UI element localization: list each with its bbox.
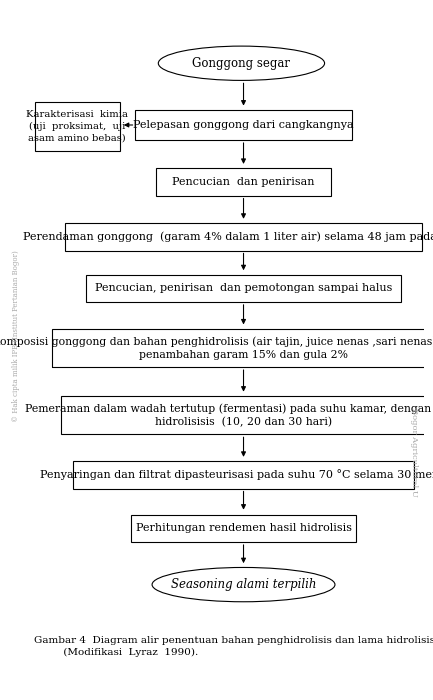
Text: Karakterisasi  kimia
(uji  proksimat,  uji
asam amino bebas): Karakterisasi kimia (uji proksimat, uji … xyxy=(26,110,128,143)
Text: Pencucian, penirisan  dan pemotongan sampai halus: Pencucian, penirisan dan pemotongan samp… xyxy=(95,284,392,293)
Text: Penyaringan dan filtrat dipasteurisasi pada suhu 70 °C selama 30 menit: Penyaringan dan filtrat dipasteurisasi p… xyxy=(40,470,433,480)
Text: Pelepasan gonggong dari cangkangnya: Pelepasan gonggong dari cangkangnya xyxy=(133,120,354,130)
Text: Pencucian  dan penirisan: Pencucian dan penirisan xyxy=(172,177,315,187)
Text: Gambar 4  Diagram alir penentuan bahan penghidrolisis dan lama hidrolisis
      : Gambar 4 Diagram alir penentuan bahan pe… xyxy=(34,636,433,657)
Text: Gonggong segar: Gonggong segar xyxy=(192,57,291,70)
Text: © Hak cipta milik IPB (Institut Pertanian Bogor): © Hak cipta milik IPB (Institut Pertania… xyxy=(12,251,20,422)
Text: Pemeraman dalam wadah tertutup (fermentasi) pada suhu kamar, dengan lama
hidroli: Pemeraman dalam wadah tertutup (fermenta… xyxy=(26,403,433,427)
Text: Perhitungan rendemen hasil hidrolisis: Perhitungan rendemen hasil hidrolisis xyxy=(136,524,352,533)
Text: Komposisi gonggong dan bahan penghidrolisis (air tajin, juice nenas ,sari nenas): Komposisi gonggong dan bahan penghidroli… xyxy=(0,336,433,360)
Text: Perendaman gonggong  (garam 4% dalam 1 liter air) selama 48 jam pada 4 °C: Perendaman gonggong (garam 4% dalam 1 li… xyxy=(23,232,433,242)
Text: Bogor Agricultural U: Bogor Agricultural U xyxy=(410,409,418,497)
Text: Seasoning alami terpilih: Seasoning alami terpilih xyxy=(171,578,316,591)
